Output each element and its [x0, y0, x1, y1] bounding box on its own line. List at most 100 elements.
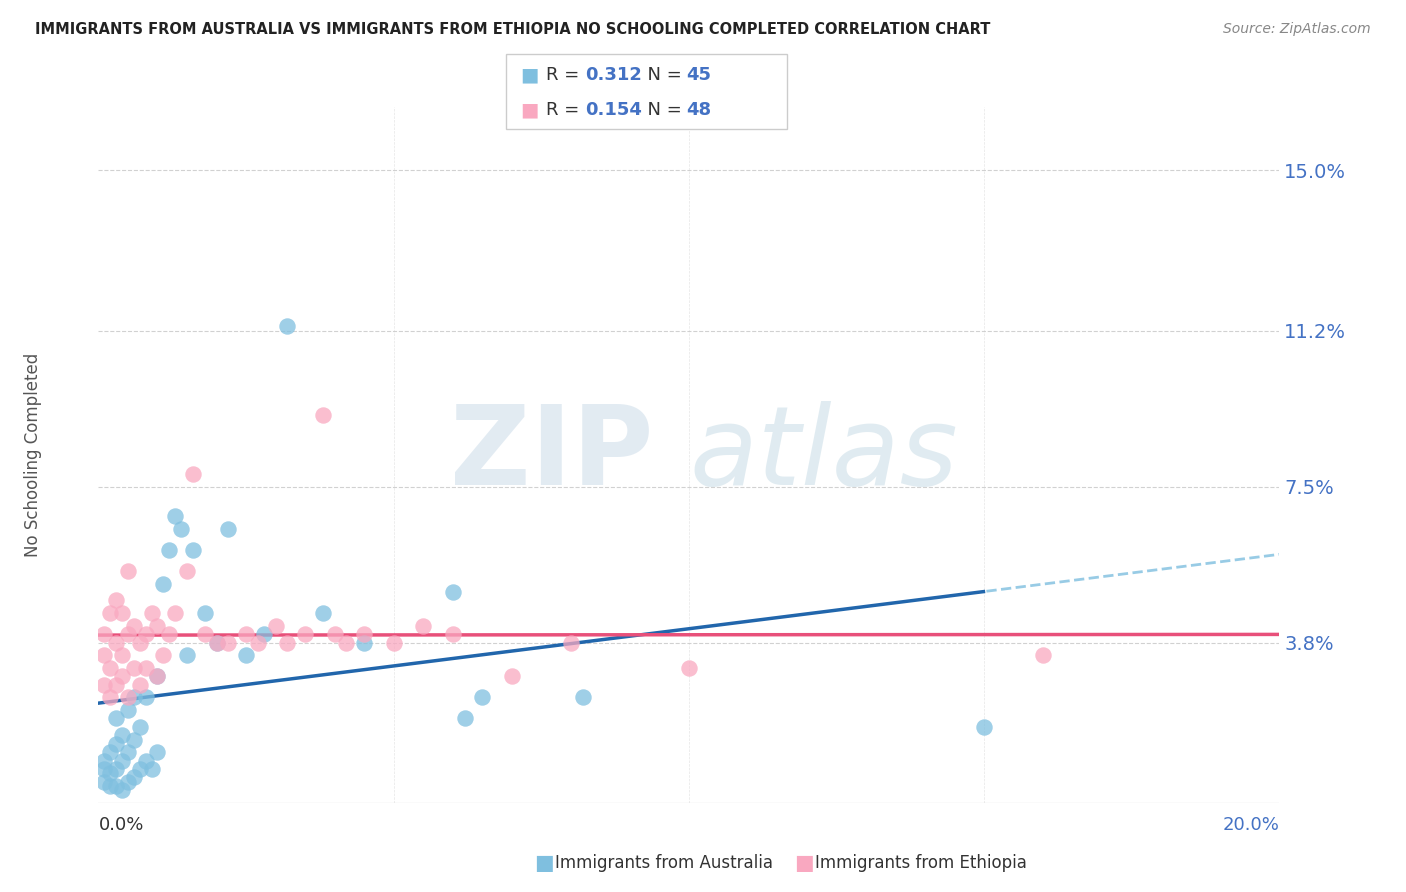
Point: [276, 319, 298, 334]
Text: atlas: atlas: [689, 401, 957, 508]
Text: Immigrants from Ethiopia: Immigrants from Ethiopia: [815, 855, 1028, 872]
Point: [105, 711, 128, 725]
Point: [105, 593, 128, 607]
Point: [98, 745, 121, 759]
Point: [98, 690, 121, 705]
Point: [165, 509, 187, 524]
Point: [117, 627, 139, 641]
Point: [122, 690, 145, 705]
Point: [128, 635, 150, 649]
Point: [117, 774, 139, 789]
Point: [453, 711, 475, 725]
Point: [312, 606, 335, 620]
Point: [235, 627, 257, 641]
Point: [93, 754, 115, 768]
Text: N =: N =: [636, 66, 688, 84]
Point: [122, 661, 145, 675]
Point: [135, 690, 157, 705]
Point: [246, 635, 269, 649]
Point: [111, 606, 134, 620]
Text: 45: 45: [686, 66, 711, 84]
Point: [217, 522, 239, 536]
Text: R =: R =: [546, 66, 585, 84]
Point: [157, 542, 180, 557]
Point: [146, 669, 169, 683]
Point: [194, 606, 217, 620]
Point: [111, 728, 134, 742]
Point: [235, 648, 257, 663]
Point: [117, 703, 139, 717]
Point: [128, 762, 150, 776]
Point: [181, 542, 204, 557]
Point: [93, 762, 115, 776]
Point: [117, 564, 139, 578]
Text: ■: ■: [520, 100, 538, 120]
Point: [157, 627, 180, 641]
Point: [170, 522, 193, 536]
Point: [973, 720, 995, 734]
Point: [98, 779, 121, 793]
Point: [93, 678, 115, 692]
Text: 0.0%: 0.0%: [98, 816, 143, 834]
Point: [560, 635, 582, 649]
Point: [276, 635, 298, 649]
Point: [253, 627, 276, 641]
Point: [353, 635, 375, 649]
Point: [105, 779, 128, 793]
Text: 0.154: 0.154: [585, 101, 641, 119]
Point: [441, 585, 464, 599]
Point: [294, 627, 316, 641]
Point: [501, 669, 523, 683]
Point: [353, 627, 375, 641]
Text: 48: 48: [686, 101, 711, 119]
Text: ■: ■: [794, 854, 814, 873]
Point: [105, 635, 128, 649]
Point: [205, 635, 228, 649]
Text: Source: ZipAtlas.com: Source: ZipAtlas.com: [1223, 22, 1371, 37]
Point: [105, 762, 128, 776]
Point: [312, 408, 335, 422]
Text: Immigrants from Australia: Immigrants from Australia: [555, 855, 773, 872]
Text: ■: ■: [520, 65, 538, 84]
Point: [105, 737, 128, 751]
Text: N =: N =: [636, 101, 688, 119]
Point: [323, 627, 346, 641]
Text: 20.0%: 20.0%: [1223, 816, 1279, 834]
Point: [141, 606, 163, 620]
Point: [152, 648, 174, 663]
Point: [146, 669, 169, 683]
Point: [146, 745, 169, 759]
Point: [412, 618, 434, 632]
Point: [176, 648, 198, 663]
Text: IMMIGRANTS FROM AUSTRALIA VS IMMIGRANTS FROM ETHIOPIA NO SCHOOLING COMPLETED COR: IMMIGRANTS FROM AUSTRALIA VS IMMIGRANTS …: [35, 22, 990, 37]
Point: [176, 564, 198, 578]
Point: [111, 783, 134, 797]
Point: [98, 606, 121, 620]
Point: [111, 648, 134, 663]
Text: ZIP: ZIP: [450, 401, 654, 508]
Point: [117, 745, 139, 759]
Point: [335, 635, 357, 649]
Point: [111, 669, 134, 683]
Point: [382, 635, 405, 649]
Point: [471, 690, 494, 705]
Point: [441, 627, 464, 641]
Point: [93, 774, 115, 789]
Point: [571, 690, 593, 705]
Point: [135, 754, 157, 768]
Point: [117, 690, 139, 705]
Point: [152, 576, 174, 591]
Text: 0.312: 0.312: [585, 66, 641, 84]
Point: [98, 661, 121, 675]
Point: [165, 606, 187, 620]
Point: [205, 635, 228, 649]
Point: [194, 627, 217, 641]
Point: [98, 766, 121, 780]
Point: [181, 467, 204, 481]
Point: [135, 627, 157, 641]
Point: [678, 661, 700, 675]
Point: [1032, 648, 1054, 663]
Point: [122, 771, 145, 785]
Point: [122, 618, 145, 632]
Point: [111, 754, 134, 768]
